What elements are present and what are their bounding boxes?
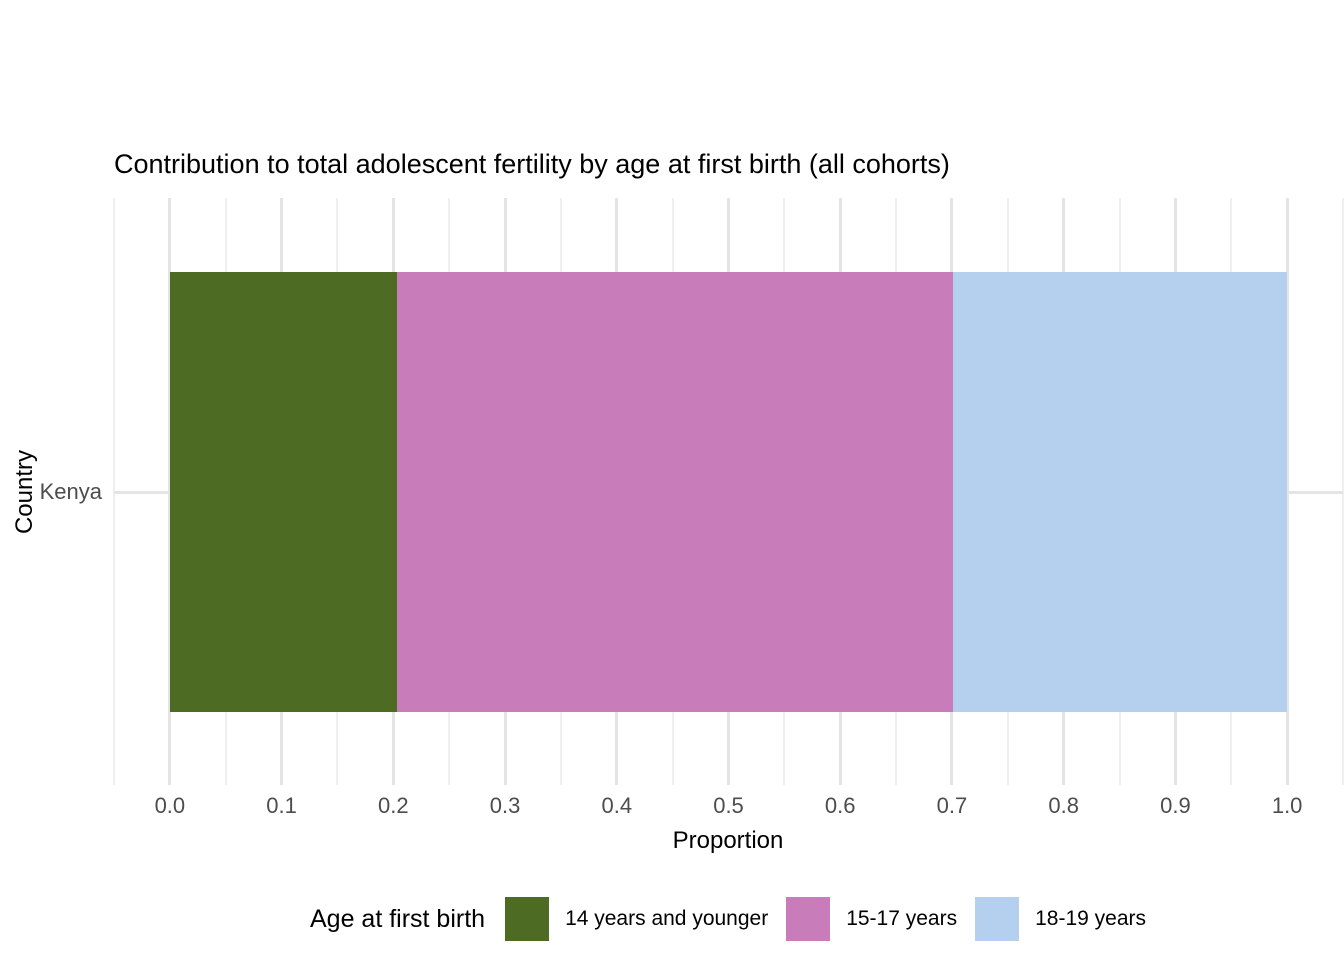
- bar-segment-18-19-years: [953, 272, 1288, 712]
- x-axis-tick-label: 1.0: [1271, 793, 1303, 818]
- x-axis-tick-label: 0.1: [266, 793, 297, 818]
- chart-title: Contribution to total adolescent fertili…: [114, 149, 950, 179]
- x-axis-tick-label: 0.2: [378, 793, 409, 818]
- legend-title: Age at first birth: [309, 904, 486, 933]
- legend-item: 18-19 years: [975, 897, 1146, 941]
- legend-swatch-14-years-and-younger: [505, 897, 550, 941]
- x-axis-tick-label: 0.9: [1160, 793, 1191, 818]
- x-axis-title: Proportion: [672, 827, 784, 854]
- y-axis-tick-label-kenya: Kenya: [39, 479, 102, 504]
- x-axis-tick-label: 0.6: [824, 793, 856, 818]
- legend-swatch-18-19-years: [975, 897, 1020, 941]
- x-axis-tick-label: 0.7: [936, 793, 968, 818]
- plot-panel: [113, 198, 1344, 785]
- legend-item-label: 18-19 years: [1035, 907, 1147, 930]
- x-axis-tick-label: 0.8: [1048, 793, 1079, 818]
- gridline-minor: [1342, 198, 1344, 785]
- legend-item-label: 14 years and younger: [565, 907, 769, 930]
- x-axis-tick-label: 0.3: [489, 793, 521, 818]
- legend-item-label: 15-17 years: [846, 907, 958, 930]
- x-axis-tick-label: 0.4: [601, 793, 633, 818]
- x-axis-tick-label: 0.5: [713, 793, 744, 818]
- legend-item: 15-17 years: [786, 897, 957, 941]
- bar-segment-14-years-and-younger: [169, 272, 397, 712]
- x-axis-tick-label: 0.0: [154, 793, 186, 818]
- legend-swatch-15-17-years: [786, 897, 831, 941]
- legend-item: 14 years and younger: [505, 897, 768, 941]
- bar-segment-15-17-years: [396, 272, 954, 712]
- legend: Age at first birth 14 years and younger 1…: [310, 897, 1146, 941]
